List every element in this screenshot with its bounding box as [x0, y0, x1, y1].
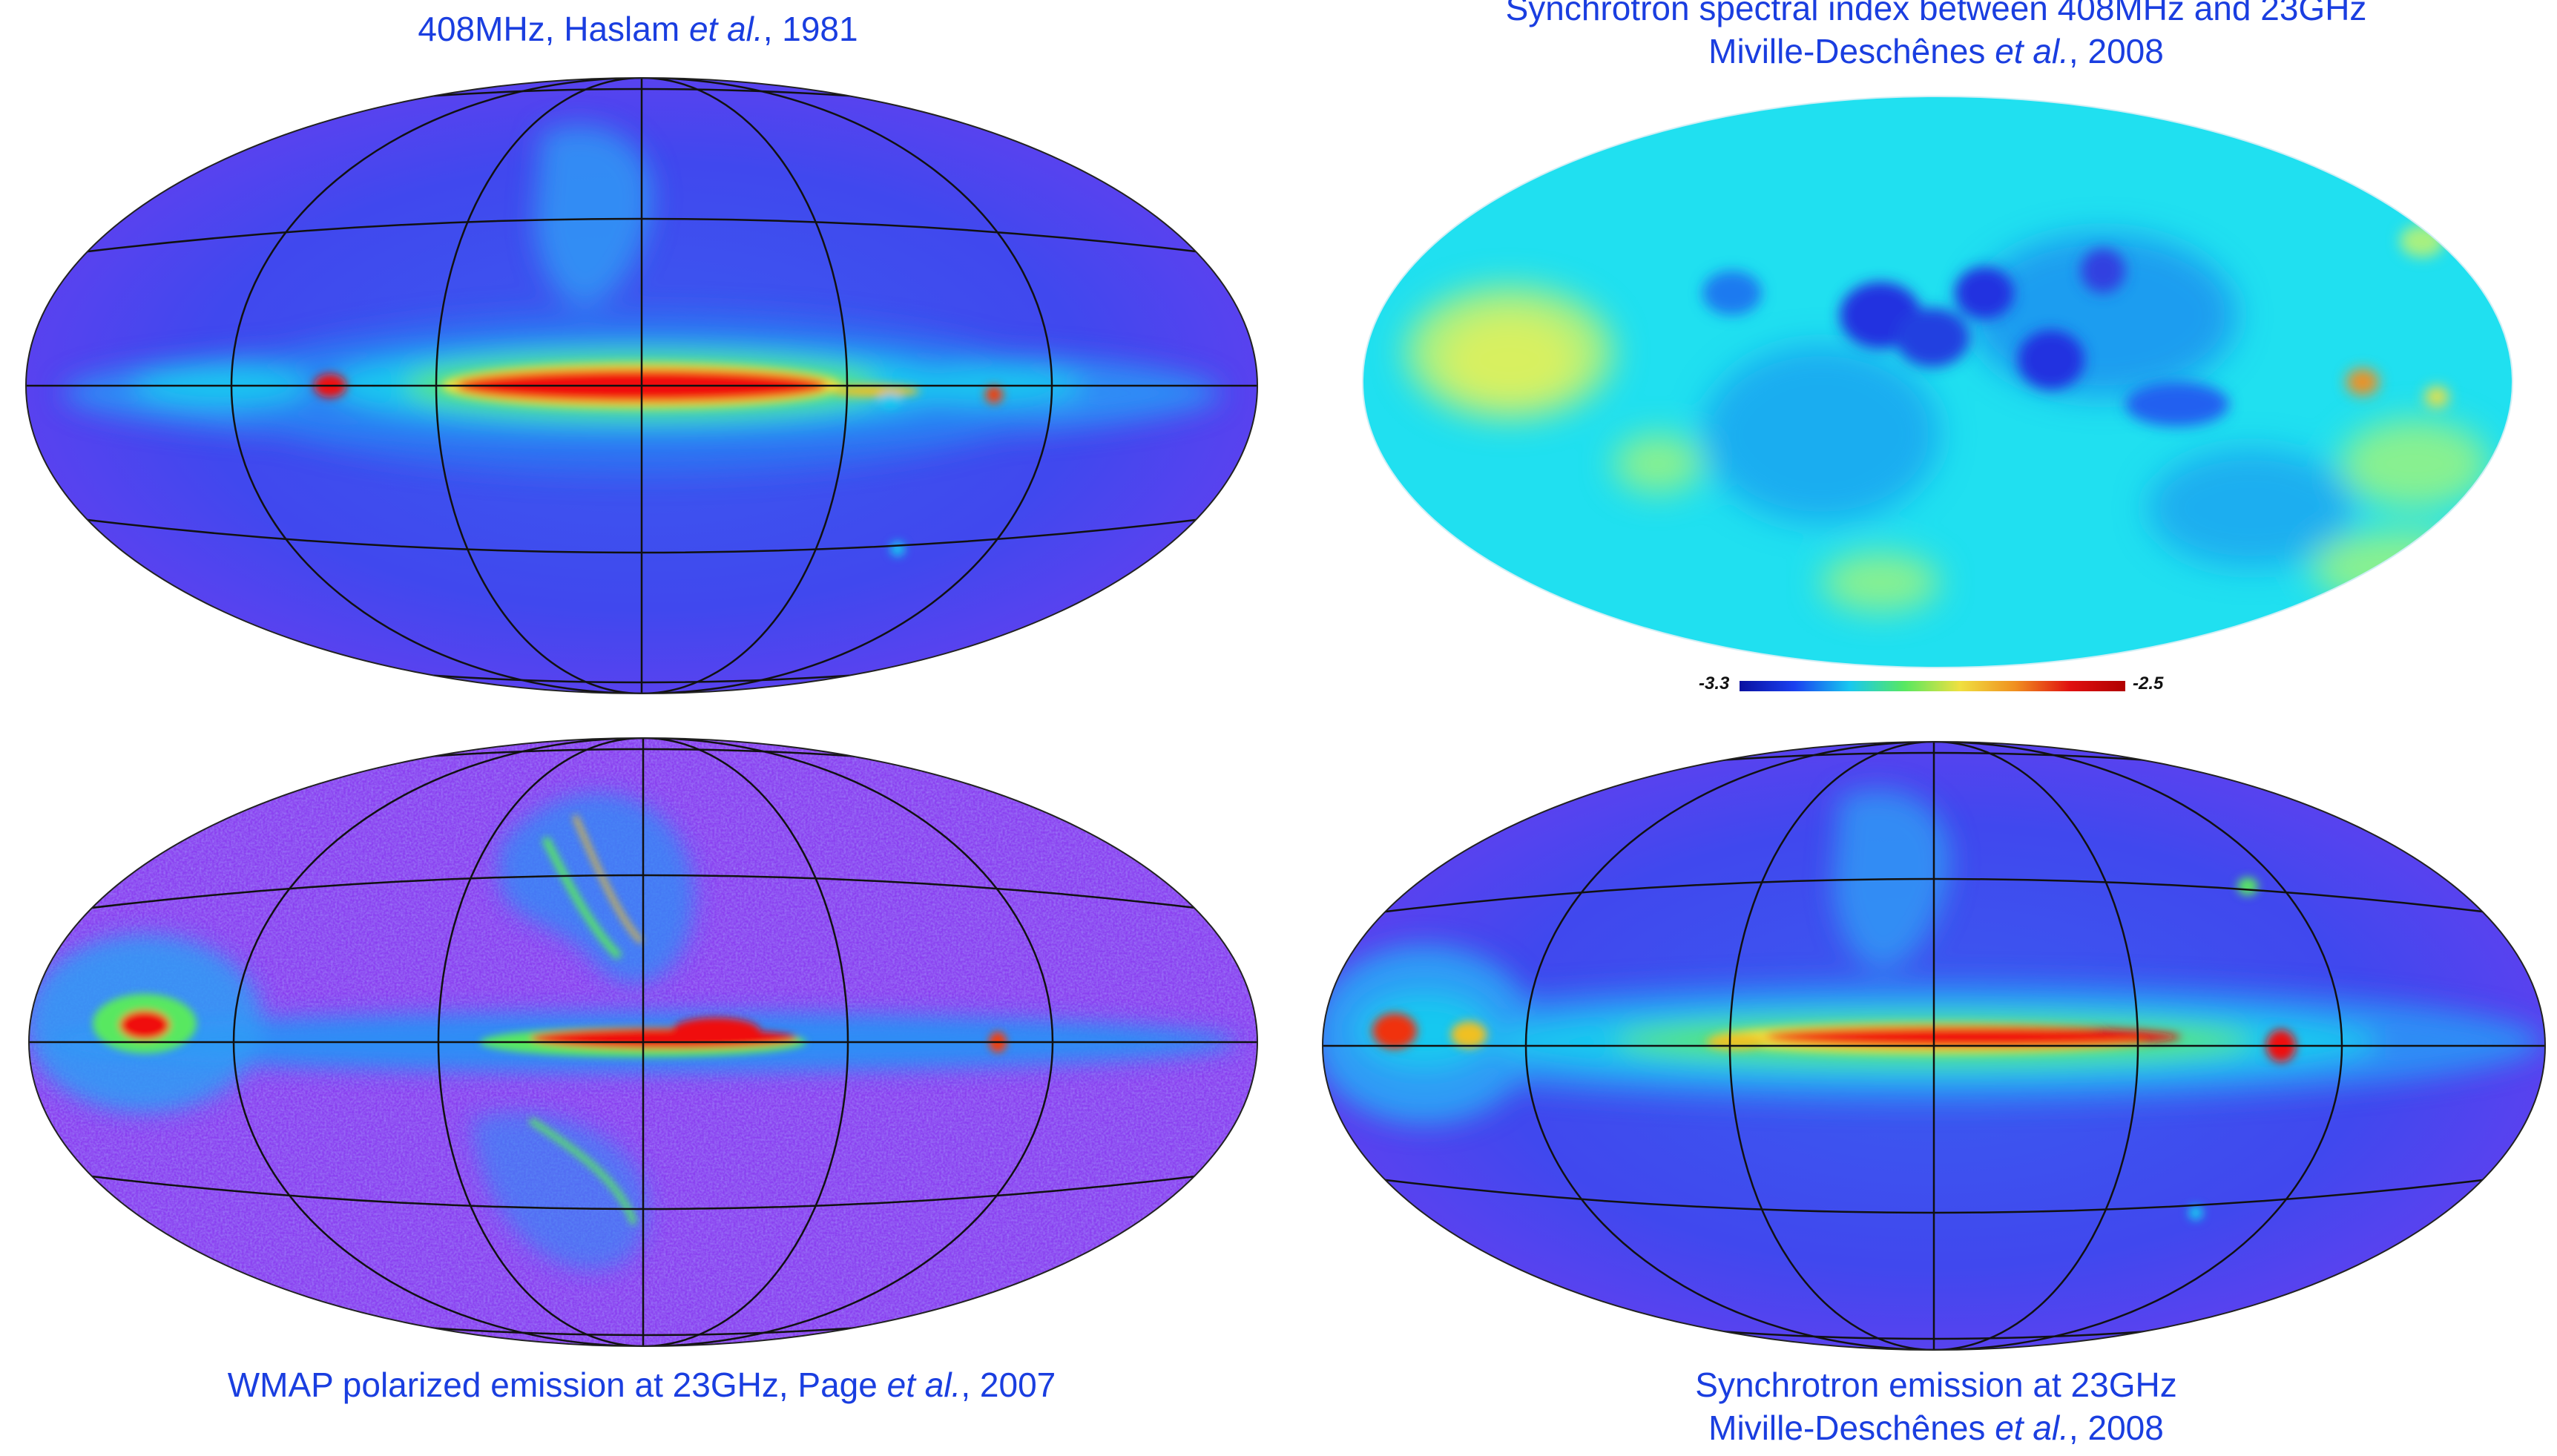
synchrotron-caption-line1: Synchrotron emission at 23GHz: [1695, 1366, 2177, 1404]
spectral-index-caption: Synchrotron spectral index between 408MH…: [1320, 0, 2552, 73]
synchrotron-caption-line2: Miville-Deschênes et al., 2008: [1320, 1406, 2552, 1449]
synchrotron-caption: Synchrotron emission at 23GHz Miville-De…: [1320, 1363, 2552, 1449]
wmap-polarized-map: [28, 737, 1258, 1347]
synchrotron-caption-end: , 2008: [2068, 1409, 2164, 1447]
spectral-index-caption-end: , 2008: [2068, 32, 2164, 70]
synchrotron-caption-italic: et al.: [1995, 1409, 2069, 1447]
haslam-408mhz-map: [25, 77, 1258, 694]
haslam-caption-italic: et al.: [688, 10, 763, 48]
wmap-caption-main: WMAP polarized emission at 23GHz, Page: [227, 1366, 887, 1404]
spectral-index-map: [1362, 96, 2513, 668]
spectral-index-caption-italic: et al.: [1995, 32, 2069, 70]
spectral-index-caption-line1: Synchrotron spectral index between 408MH…: [1505, 0, 2367, 27]
wmap-caption: WMAP polarized emission at 23GHz, Page e…: [26, 1363, 1257, 1406]
spectral-index-caption-main: Miville-Deschênes: [1708, 32, 1995, 70]
colorbar-min-label: -3.3: [1699, 673, 1730, 694]
spectral-index-colorbar: [1740, 681, 2125, 691]
haslam-caption-main: 408MHz, Haslam: [418, 10, 689, 48]
synchrotron-caption-main: Miville-Deschênes: [1708, 1409, 1995, 1447]
spectral-index-caption-line2: Miville-Deschênes et al., 2008: [1320, 30, 2552, 73]
colorbar-max-label: -2.5: [2133, 673, 2164, 694]
haslam-caption-end: , 1981: [763, 10, 858, 48]
haslam-caption: 408MHz, Haslam et al., 1981: [22, 7, 1254, 50]
wmap-caption-end: , 2007: [961, 1366, 1056, 1404]
wmap-caption-italic: et al.: [886, 1366, 961, 1404]
synchrotron-23ghz-map: [1322, 741, 2546, 1351]
